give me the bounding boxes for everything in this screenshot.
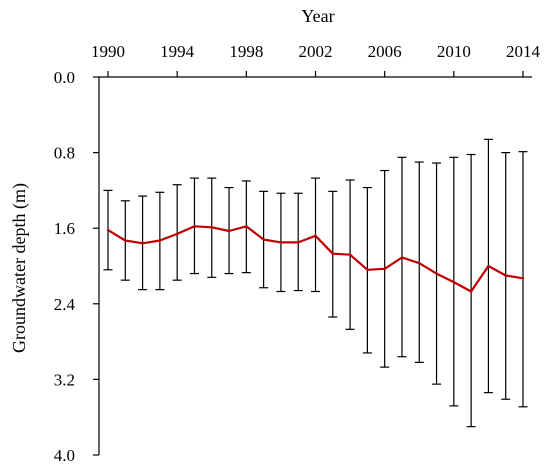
data-point [262, 238, 265, 241]
data-point [141, 242, 144, 245]
y-axis-ticks: 0.0 0.8 1.6 2.4 3.2 4.0 [54, 68, 99, 465]
data-point [158, 239, 161, 242]
data-point [435, 272, 438, 275]
data-point [504, 274, 507, 277]
data-point [366, 268, 369, 271]
y-tick-label: 1.6 [54, 219, 75, 238]
y-tick-label: 4.0 [54, 446, 75, 465]
data-point [331, 252, 334, 255]
data-point [383, 267, 386, 270]
x-tick-label: 1998 [229, 42, 263, 61]
y-tick-label: 0.8 [54, 144, 75, 163]
data-point [245, 225, 248, 228]
data-point [106, 228, 110, 232]
data-point [314, 234, 317, 237]
x-tick-label: 2014 [506, 42, 541, 61]
x-tick-label: 1990 [91, 42, 125, 61]
series-lines [106, 225, 525, 293]
y-axis-title: Groundwater depth (m) [9, 183, 30, 353]
data-point [279, 241, 283, 244]
x-tick-label: 1994 [160, 42, 195, 61]
data-point [227, 229, 231, 233]
data-point [348, 253, 352, 256]
data-point [193, 225, 196, 228]
data-point [452, 280, 455, 284]
y-tick-label: 3.2 [54, 370, 75, 389]
x-tick-label: 2002 [299, 42, 333, 61]
data-point [210, 226, 213, 229]
data-point [400, 256, 404, 259]
y-tick-label: 0.0 [54, 68, 75, 87]
y-tick-label: 2.4 [54, 295, 76, 314]
x-axis-title: Year [301, 6, 334, 26]
x-tick-label: 2010 [437, 42, 471, 61]
x-tick-label: 2006 [368, 42, 402, 61]
data-point [418, 262, 421, 265]
data-point [470, 290, 473, 293]
error-bars [103, 138, 528, 428]
x-axis-ticks: 1990 1994 1998 2002 2006 2010 2014 [91, 42, 541, 77]
data-point [487, 264, 490, 268]
data-point [521, 277, 525, 280]
data-point [124, 239, 127, 242]
data-point [176, 232, 179, 235]
data-point [297, 241, 300, 244]
